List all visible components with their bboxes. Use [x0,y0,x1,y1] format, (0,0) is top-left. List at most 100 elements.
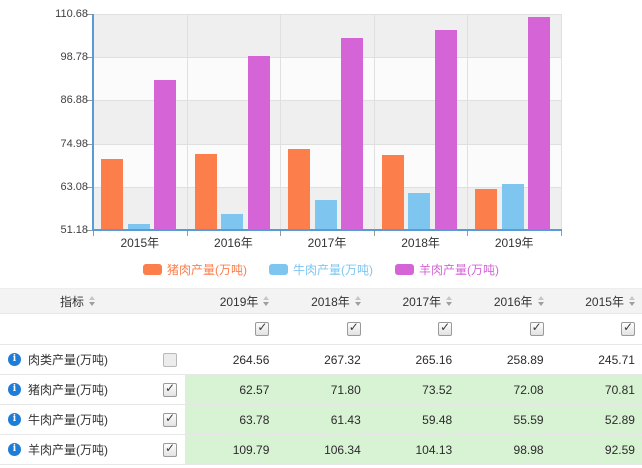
column-header-indicator[interactable]: 指标 [0,289,185,313]
x-axis-label: 2017年 [307,236,347,250]
y-axis-label: 74.98 [60,137,88,150]
x-axis-tick [280,231,282,236]
row-checkbox-pork[interactable] [163,381,177,397]
column-header-label: 2015年 [585,294,624,309]
table-cell: 258.89 [506,352,544,367]
table-cell: 264.56 [232,352,270,367]
row-checkbox-beef[interactable] [163,411,177,427]
column-header-2017[interactable]: 2017年 [368,289,459,313]
legend-swatch [395,264,414,275]
column-header-2018[interactable]: 2018年 [276,289,367,313]
bar-mutton-2016[interactable] [247,56,270,230]
bar-pork-2018[interactable] [381,155,404,230]
v-gridline [373,14,375,230]
bar-beef-2019[interactable] [501,184,524,230]
data-table: 指标 2019年 2018年 2017年 2016年 2015年 [0,288,642,465]
year-checkbox-2015[interactable] [620,320,635,336]
year-checkbox-2017[interactable] [438,320,453,336]
legend-label: 猪肉产量(万吨) [167,263,247,277]
bar-pork-2015[interactable] [101,158,123,230]
plot-right-border [561,14,562,230]
table-cell: 109.79 [185,435,277,464]
bar-mutton-2018[interactable] [434,29,457,230]
table-cell: 73.52 [367,375,460,404]
column-header-label: 2016年 [493,294,533,309]
bar-chart: 51.18 63.08 74.98 86.88 98.78 110.68 2015年 2016… [0,8,642,278]
v-gridline [280,14,282,230]
table-cell: 245.71 [598,352,635,367]
table-row-beef: i 牛肉产量(万吨) 63.78 61.43 59.48 55.59 52.89 [0,405,642,435]
table-row-pork: i 猪肉产量(万吨) 62.57 71.80 73.52 72.08 70.81 [0,375,642,405]
table-cell: 63.78 [185,405,277,434]
x-axis-label: 2015年 [120,236,160,250]
column-header-2016[interactable]: 2016年 [459,289,550,313]
chart-legend: 猪肉产量(万吨) 牛肉产量(万吨) 羊肉产量(万吨) [0,261,642,278]
legend-swatch [143,264,162,275]
info-icon[interactable]: i [8,383,21,396]
chart-plot: 51.18 63.08 74.98 86.88 98.78 110.68 2015年 2016… [55,8,562,250]
h-gridline [94,143,561,145]
info-icon[interactable]: i [8,443,21,456]
row-label: 羊肉产量(万吨) [28,443,108,457]
info-icon[interactable]: i [8,353,21,366]
table-cell: 265.16 [415,352,453,367]
info-icon[interactable]: i [8,413,21,426]
year-checkbox-2019[interactable] [255,320,270,336]
column-header-2015[interactable]: 2015年 [551,289,642,313]
row-checkbox-mutton[interactable] [163,441,177,457]
bar-pork-2017[interactable] [288,148,311,230]
y-axis-label: 86.88 [60,94,88,107]
bar-pork-2016[interactable] [194,154,217,230]
bar-beef-2016[interactable] [221,213,244,230]
row-label: 猪肉产量(万吨) [28,383,108,397]
sort-icon [537,296,544,306]
y-axis-tick [86,14,92,15]
bar-mutton-2017[interactable] [341,37,364,230]
table-cell: 72.08 [459,375,551,404]
y-axis-line [92,14,94,231]
year-checkbox-2016[interactable] [529,320,544,336]
y-axis-label: 98.78 [60,51,88,64]
bar-beef-2017[interactable] [314,199,337,230]
bar-pork-2019[interactable] [475,188,498,230]
table-cell: 267.32 [324,352,361,367]
x-axis-label: 2018年 [401,236,440,250]
table-cell: 92.59 [550,435,642,464]
legend-swatch [269,264,288,275]
bar-mutton-2019[interactable] [528,17,551,230]
y-axis-tick [86,100,92,102]
year-checkbox-2018[interactable] [346,320,361,336]
h-gridline [94,57,561,59]
sort-icon [89,296,95,306]
table-row-mutton: i 羊肉产量(万吨) 109.79 106.34 104.13 98.98 92… [0,435,642,465]
table-row-meat-total: i 肉类产量(万吨) 264.56 267.32 265.16 258.89 2… [0,345,642,375]
table-cell: 98.98 [459,435,551,464]
table-cell: 106.34 [276,435,368,464]
table-cell: 70.81 [550,375,642,404]
h-gridline [94,14,561,15]
sort-icon [628,296,635,306]
table-cell: 71.80 [276,375,368,404]
bar-beef-2018[interactable] [408,192,431,230]
x-axis-tick [561,231,562,236]
y-axis-label: 51.18 [60,224,88,236]
bar-beef-2015[interactable] [127,223,150,230]
legend-label: 羊肉产量(万吨) [419,263,499,277]
legend-item-mutton[interactable]: 羊肉产量(万吨) [395,261,499,278]
column-header-label: 指标 [59,294,84,309]
x-axis-label: 2016年 [214,236,253,250]
h-gridline [94,100,561,102]
table-cell: 62.57 [185,375,277,404]
bar-mutton-2015[interactable] [154,79,176,230]
legend-item-beef[interactable]: 牛肉产量(万吨) [269,261,373,278]
sort-icon [446,296,453,306]
table-header-row: 指标 2019年 2018年 2017年 2016年 2015年 [0,288,642,314]
empty-cell [0,314,185,344]
legend-item-pork[interactable]: 猪肉产量(万吨) [143,261,247,278]
row-checkbox-meat-total[interactable] [163,352,177,367]
y-axis-tick [86,186,92,188]
v-gridline [186,14,188,230]
column-header-2019[interactable]: 2019年 [185,289,276,313]
column-header-label: 2018年 [311,294,350,309]
row-label: 牛肉产量(万吨) [28,413,108,427]
